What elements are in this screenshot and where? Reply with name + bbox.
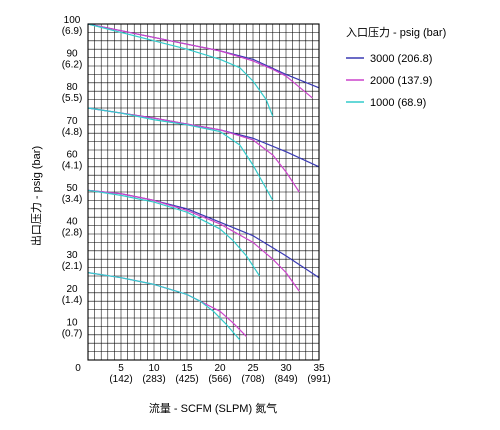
x-tick-label: 10 (148, 363, 160, 374)
y-tick-sublabel: (3.4) (62, 194, 83, 205)
x-tick-label: 30 (280, 363, 292, 374)
series-1-curve-1 (87, 23, 320, 89)
y-tick-label: 50 (66, 183, 78, 194)
x-tick-sublabel: (283) (142, 374, 165, 385)
legend-entry: 1000 (68.9) (370, 97, 426, 109)
y-tick-sublabel: (2.1) (62, 261, 83, 272)
x-tick-label: 5 (118, 363, 124, 374)
y-tick-sublabel: (4.1) (62, 160, 83, 171)
y-tick-labels: 10(0.7)20(1.4)30(2.1)40(2.8)50(3.4)60(4.… (62, 15, 83, 339)
legend: 入口压力 - psig (bar) 3000 (206.8) 2000 (137.… (346, 26, 446, 109)
y-tick-sublabel: (1.4) (62, 295, 83, 306)
x-tick-label: 0 (75, 363, 81, 374)
series-3-curve-2 (87, 107, 274, 201)
y-axis-label: 出口压力 - psig (bar) (29, 146, 43, 246)
legend-entry: 2000 (137.9) (370, 75, 432, 87)
series-2-curve-1 (87, 23, 313, 99)
y-tick-label: 40 (66, 217, 78, 228)
legend-entry: 3000 (206.8) (370, 53, 432, 65)
y-tick-label: 20 (66, 284, 78, 295)
y-tick-label: 10 (66, 317, 78, 328)
x-tick-label: 20 (214, 363, 226, 374)
y-tick-sublabel: (5.5) (62, 93, 83, 104)
series-3-curve-1 (87, 23, 274, 117)
x-tick-sublabel: (425) (175, 374, 198, 385)
y-tick-sublabel: (0.7) (62, 328, 83, 339)
y-tick-sublabel: (6.2) (62, 60, 83, 71)
series-1-curve-2 (87, 107, 320, 168)
x-tick-sublabel: (991) (307, 374, 330, 385)
y-tick-label: 30 (66, 250, 78, 261)
series-curves (87, 23, 320, 341)
y-tick-sublabel: (6.9) (62, 26, 83, 37)
x-tick-label: 25 (247, 363, 259, 374)
plot-grid (88, 24, 319, 360)
x-tick-label: 35 (313, 363, 325, 374)
series-3-curve-3 (87, 189, 261, 277)
x-tick-sublabel: (849) (274, 374, 297, 385)
x-tick-sublabel: (142) (109, 374, 132, 385)
series-3-curve-4 (87, 272, 241, 341)
x-tick-sublabel: (708) (241, 374, 264, 385)
legend-title: 入口压力 - psig (bar) (346, 26, 446, 39)
x-axis-label: 流量 - SCFM (SLPM) 氮气 (149, 401, 277, 415)
y-tick-label: 60 (66, 149, 78, 160)
y-tick-label: 90 (66, 49, 78, 60)
x-tick-labels: 0 5(142) 10(283) 15(425) 20(566) 25(708) 30(84… (75, 363, 330, 385)
series-2-curve-3 (87, 189, 300, 292)
y-tick-label: 80 (66, 82, 78, 93)
y-tick-label: 100 (64, 15, 81, 26)
y-tick-label: 70 (66, 116, 78, 127)
y-tick-sublabel: (2.8) (62, 228, 83, 239)
x-tick-label: 15 (181, 363, 193, 374)
plot-frame (87, 23, 320, 361)
x-tick-sublabel: (566) (208, 374, 231, 385)
y-tick-sublabel: (4.8) (62, 127, 83, 138)
